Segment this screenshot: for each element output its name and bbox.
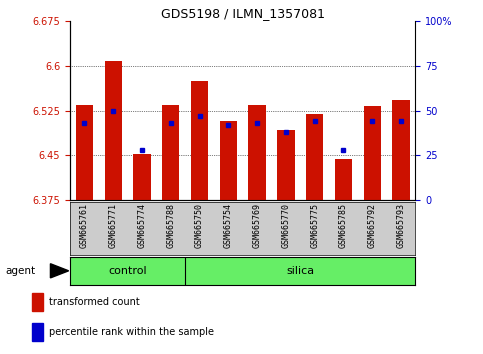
Title: GDS5198 / ILMN_1357081: GDS5198 / ILMN_1357081	[161, 7, 325, 20]
Text: GSM665775: GSM665775	[310, 203, 319, 249]
Bar	[392, 101, 410, 200]
Bar	[277, 130, 295, 200]
Bar	[248, 105, 266, 200]
Bar	[220, 121, 237, 200]
Text: silica: silica	[286, 266, 314, 276]
Text: GSM665771: GSM665771	[109, 203, 118, 249]
Bar	[364, 107, 381, 200]
Text: GSM665761: GSM665761	[80, 203, 89, 249]
Text: GSM665785: GSM665785	[339, 203, 348, 249]
Text: GSM665754: GSM665754	[224, 203, 233, 249]
Text: GSM665788: GSM665788	[166, 203, 175, 249]
Text: GSM665770: GSM665770	[282, 203, 290, 249]
Text: GSM665750: GSM665750	[195, 203, 204, 249]
Text: GSM665792: GSM665792	[368, 203, 377, 249]
Text: transformed count: transformed count	[49, 297, 140, 307]
Text: GSM665793: GSM665793	[397, 203, 406, 249]
Bar	[306, 114, 323, 200]
Text: GSM665769: GSM665769	[253, 203, 262, 249]
Bar	[32, 323, 43, 341]
Bar	[133, 154, 151, 200]
Text: GSM665774: GSM665774	[138, 203, 146, 249]
Polygon shape	[50, 264, 69, 278]
Bar	[162, 105, 179, 200]
Bar	[191, 81, 208, 200]
Bar	[335, 160, 352, 200]
Bar	[105, 61, 122, 200]
Bar	[32, 293, 43, 311]
Text: percentile rank within the sample: percentile rank within the sample	[49, 327, 214, 337]
Text: agent: agent	[6, 266, 36, 276]
Text: control: control	[108, 266, 147, 276]
Bar	[76, 105, 93, 200]
